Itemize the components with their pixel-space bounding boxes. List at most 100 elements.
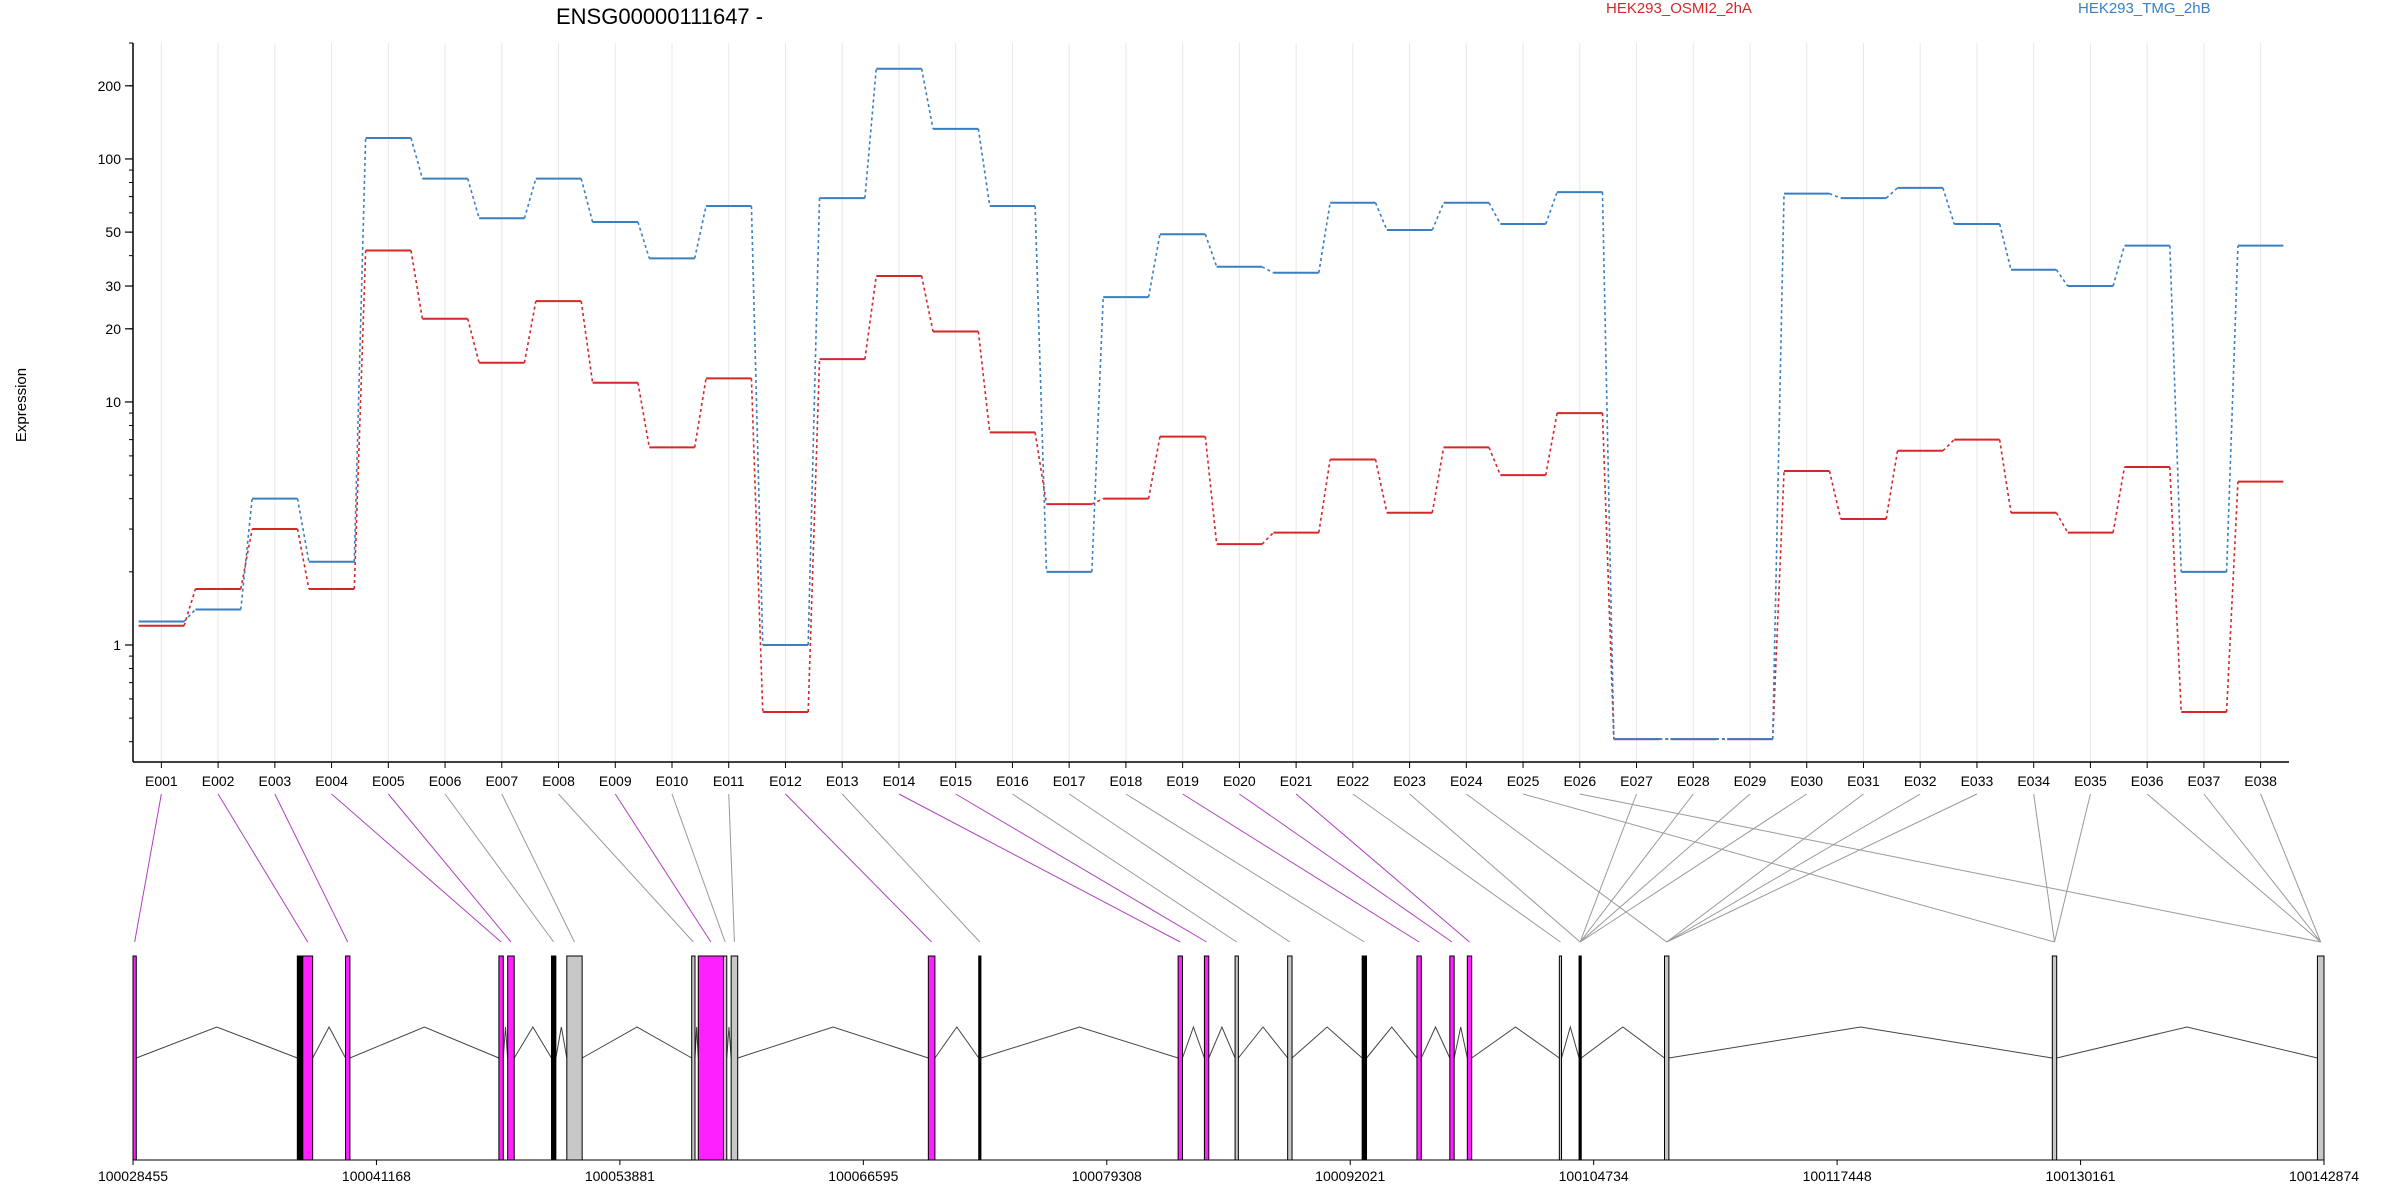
connector-HEK293_TMG_2hB-9 xyxy=(637,221,651,259)
x-tick-label-E037: E037 xyxy=(2188,773,2221,789)
connector-HEK293_OSMI2_2hA-17 xyxy=(1091,497,1104,505)
x-tick-label-E032: E032 xyxy=(1904,773,1937,789)
connector-E036 xyxy=(2146,793,2322,943)
connector-HEK293_OSMI2_2hA-32 xyxy=(1942,439,1955,452)
intron-8 xyxy=(581,1026,692,1059)
x-tick-label-E029: E029 xyxy=(1734,773,1767,789)
series-layer xyxy=(138,67,2284,741)
connector-HEK293_TMG_2hB-6 xyxy=(466,178,480,219)
connector-HEK293_OSMI2_2hA-22 xyxy=(1374,459,1388,513)
connector-HEK293_TMG_2hB-37 xyxy=(2225,245,2239,572)
exon-connectors xyxy=(134,793,2322,943)
connector-E038 xyxy=(2260,793,2322,943)
intron-1 xyxy=(136,1026,298,1059)
connector-E008 xyxy=(558,793,694,943)
connector-HEK293_OSMI2_2hA-15 xyxy=(977,331,991,433)
connector-HEK293_TMG_2hB-11 xyxy=(750,206,764,646)
connector-E005 xyxy=(387,793,512,943)
exon-block-16 xyxy=(1203,955,1210,1161)
y-tick-label-100: 100 xyxy=(98,151,122,167)
connector-HEK293_TMG_2hB-12 xyxy=(807,198,821,646)
x-tick-label-E004: E004 xyxy=(315,773,348,789)
connector-HEK293_TMG_2hB-32 xyxy=(1942,187,1956,225)
exon-block-18 xyxy=(1287,955,1293,1161)
x-tick-label-E006: E006 xyxy=(429,773,462,789)
exon-block-6 xyxy=(507,955,515,1161)
connector-E023 xyxy=(1409,793,1581,943)
connector-E011 xyxy=(728,793,735,943)
connector-HEK293_TMG_2hB-22 xyxy=(1374,202,1388,231)
x-tick-label-E036: E036 xyxy=(2131,773,2164,789)
x-tick-label-E008: E008 xyxy=(542,773,575,789)
connector-E001 xyxy=(134,793,162,943)
x-tick-label-E028: E028 xyxy=(1677,773,1710,789)
legend-entry-osmi2: HEK293_OSMI2_2hA xyxy=(1606,0,1752,17)
intron-12 xyxy=(737,1026,929,1059)
connector-HEK293_OSMI2_2hA-16 xyxy=(1034,432,1048,505)
connector-E017 xyxy=(1068,793,1291,943)
connector-HEK293_OSMI2_2hA-30 xyxy=(1828,470,1842,520)
x-tick-label-E034: E034 xyxy=(2017,773,2050,789)
genome-coordinate-label: 100079308 xyxy=(1072,1168,1142,1184)
x-tick-label-E011: E011 xyxy=(713,773,745,789)
x-tick-label-E001: E001 xyxy=(145,773,178,789)
exon-block-24 xyxy=(1578,955,1582,1161)
intron-20 xyxy=(1420,1025,1451,1059)
exon-block-8 xyxy=(566,955,583,1161)
connector-HEK293_TMG_2hB-16 xyxy=(1034,206,1048,572)
connector-HEK293_TMG_2hB-35 xyxy=(2112,245,2126,287)
connector-HEK293_OSMI2_2hA-12 xyxy=(807,359,821,713)
genome-coordinate-label: 100104734 xyxy=(1559,1168,1629,1184)
x-tick-label-E030: E030 xyxy=(1790,773,1823,789)
x-tick-label-E019: E019 xyxy=(1166,773,1199,789)
connector-E015 xyxy=(955,793,1207,943)
chart-title: ENSG00000111647 - xyxy=(556,4,763,29)
connector-HEK293_TMG_2hB-5 xyxy=(410,137,424,179)
connector-HEK293_TMG_2hB-8 xyxy=(580,178,594,223)
connector-HEK293_OSMI2_2hA-23 xyxy=(1431,447,1445,513)
connector-E010 xyxy=(671,793,726,943)
intron-5 xyxy=(502,1026,509,1059)
connector-HEK293_OSMI2_2hA-31 xyxy=(1885,450,1899,520)
x-tick-label-E026: E026 xyxy=(1563,773,1596,789)
intron-11 xyxy=(726,1026,732,1059)
connector-HEK293_OSMI2_2hA-7 xyxy=(523,300,537,363)
exon-block-22 xyxy=(1466,955,1473,1161)
intron-22 xyxy=(1471,1026,1560,1059)
intron-14 xyxy=(980,1026,1179,1059)
genome-coordinate-label: 100028455 xyxy=(98,1168,168,1184)
connector-HEK293_OSMI2_2hA-20 xyxy=(1261,532,1274,545)
x-tick-label-E014: E014 xyxy=(883,773,916,789)
x-tick-label-E016: E016 xyxy=(996,773,1029,789)
exon-block-15 xyxy=(1177,955,1183,1161)
exon-block-7 xyxy=(550,955,557,1161)
connector-HEK293_OSMI2_2hA-5 xyxy=(410,250,424,319)
x-tick-label-E013: E013 xyxy=(826,773,859,789)
x-tick-label-E017: E017 xyxy=(1053,773,1086,789)
intron-18 xyxy=(1291,1026,1363,1059)
connector-HEK293_TMG_2hB-30 xyxy=(1829,192,1842,199)
intron-21 xyxy=(1453,1026,1468,1059)
connector-E027 xyxy=(1579,793,1637,943)
connector-HEK293_TMG_2hB-15 xyxy=(977,128,991,207)
x-tick-label-E002: E002 xyxy=(202,773,235,789)
gene-model: 100028455 100041168 100053881 100066595 1000… xyxy=(98,955,2359,1184)
x-tick-label-E020: E020 xyxy=(1223,773,1256,789)
exon-block-20 xyxy=(1416,955,1422,1161)
connector-E022 xyxy=(1352,793,1561,943)
connector-E004 xyxy=(331,793,502,943)
connector-E018 xyxy=(1125,793,1365,943)
genome-coordinate-label: 100142874 xyxy=(2289,1168,2359,1184)
grid-lines xyxy=(160,43,2262,762)
y-tick-label-10: 10 xyxy=(105,394,121,410)
connector-HEK293_TMG_2hB-21 xyxy=(1318,202,1331,273)
exon-block-9 xyxy=(691,955,696,1161)
connector-HEK293_OSMI2_2hA-21 xyxy=(1318,459,1331,533)
y-tick-label-20: 20 xyxy=(105,321,121,337)
exon-block-10 xyxy=(697,955,724,1161)
intron-19 xyxy=(1366,1026,1418,1059)
connector-HEK293_TMG_2hB-17 xyxy=(1091,297,1104,572)
connector-E025 xyxy=(1522,793,2055,943)
connector-E013 xyxy=(841,793,981,943)
connector-E019 xyxy=(1182,793,1420,943)
